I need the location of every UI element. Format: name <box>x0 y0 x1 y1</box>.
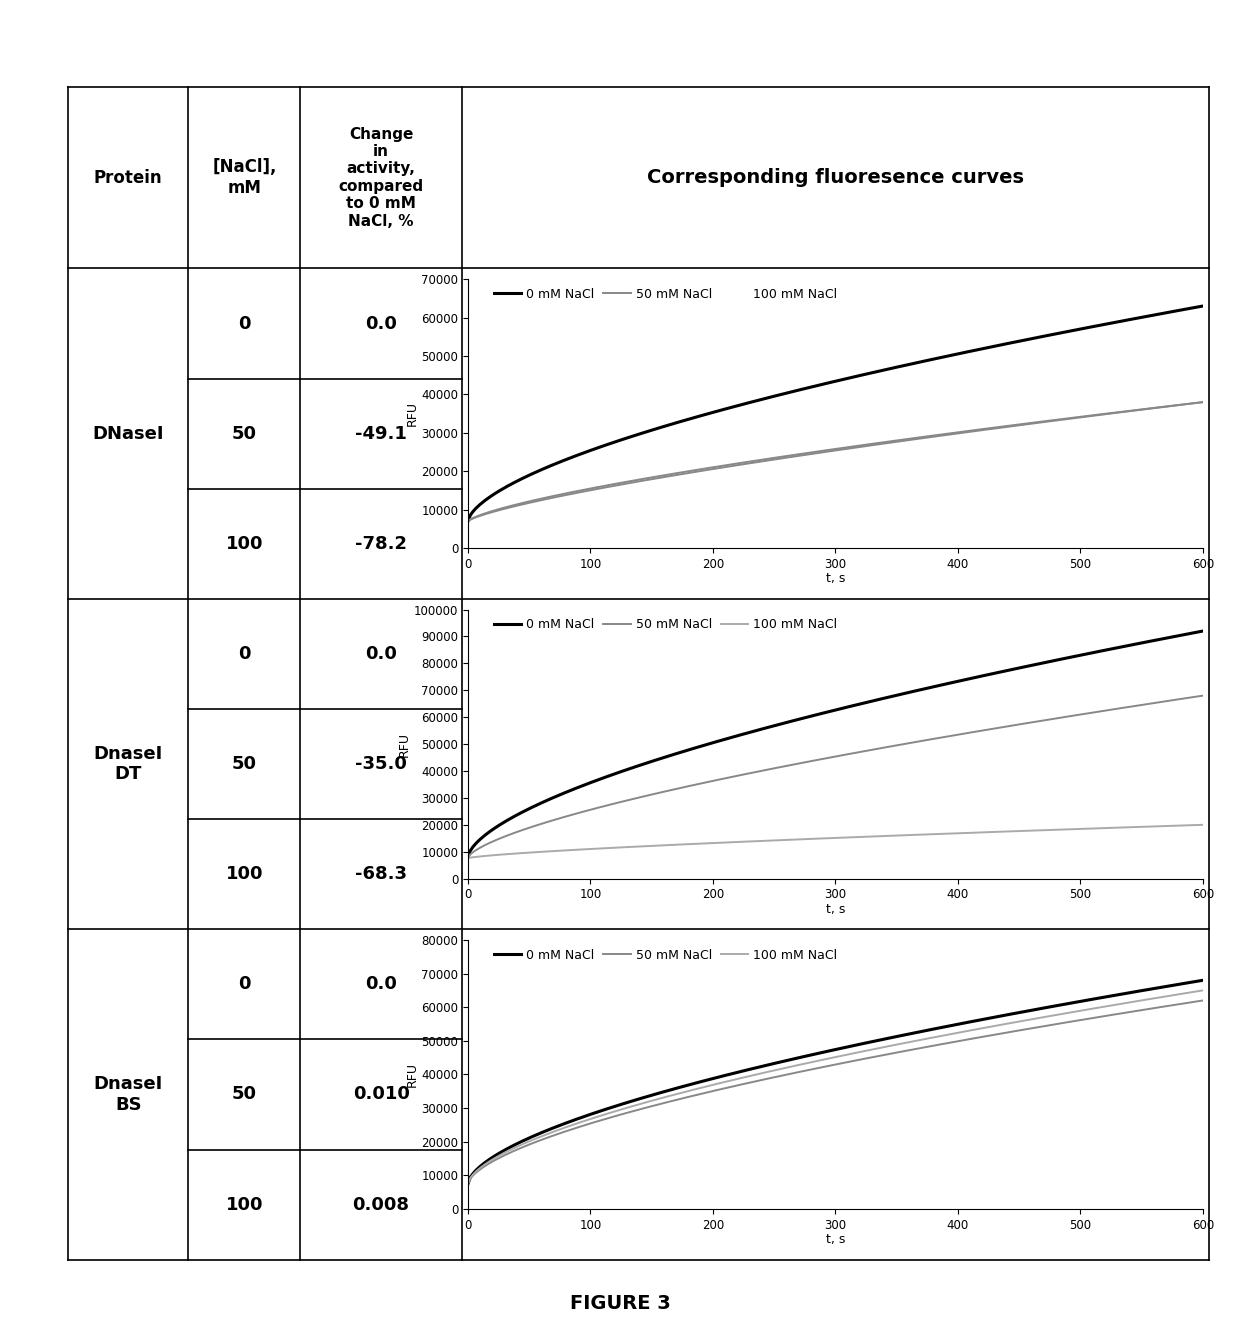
Text: DNaseI: DNaseI <box>93 425 164 443</box>
Text: DnaseI
DT: DnaseI DT <box>93 745 162 784</box>
Text: DnaseI
BS: DnaseI BS <box>93 1076 162 1114</box>
Text: -35.0: -35.0 <box>355 754 407 773</box>
Text: 0: 0 <box>238 976 250 993</box>
Text: 0.0: 0.0 <box>365 645 397 663</box>
X-axis label: t, s: t, s <box>826 1233 846 1246</box>
Text: [NaCl],
mM: [NaCl], mM <box>212 159 277 197</box>
X-axis label: t, s: t, s <box>826 572 846 585</box>
Text: 100: 100 <box>226 1196 263 1213</box>
Text: FIGURE 3: FIGURE 3 <box>569 1294 671 1313</box>
Y-axis label: RFU: RFU <box>405 1062 418 1086</box>
Text: 50: 50 <box>232 1085 257 1104</box>
Text: 50: 50 <box>232 754 257 773</box>
Text: 0.008: 0.008 <box>352 1196 409 1213</box>
Text: 0.0: 0.0 <box>365 315 397 332</box>
Text: Corresponding fluoresence curves: Corresponding fluoresence curves <box>647 168 1024 187</box>
Text: 100: 100 <box>226 865 263 884</box>
Legend: 0 mM NaCl, 50 mM NaCl, 100 mM NaCl: 0 mM NaCl, 50 mM NaCl, 100 mM NaCl <box>489 613 842 636</box>
Y-axis label: RFU: RFU <box>398 732 412 757</box>
Text: -68.3: -68.3 <box>355 865 407 884</box>
Text: Change
in
activity,
compared
to 0 mM
NaCl, %: Change in activity, compared to 0 mM NaC… <box>339 127 424 228</box>
X-axis label: t, s: t, s <box>826 902 846 916</box>
Legend: 0 mM NaCl, 50 mM NaCl, 100 mM NaCl: 0 mM NaCl, 50 mM NaCl, 100 mM NaCl <box>489 283 842 305</box>
Text: -49.1: -49.1 <box>355 425 407 443</box>
Legend: 0 mM NaCl, 50 mM NaCl, 100 mM NaCl: 0 mM NaCl, 50 mM NaCl, 100 mM NaCl <box>489 944 842 966</box>
Text: 0: 0 <box>238 645 250 663</box>
Y-axis label: RFU: RFU <box>405 401 418 427</box>
Text: 0.010: 0.010 <box>352 1085 409 1104</box>
Text: 0.0: 0.0 <box>365 976 397 993</box>
Text: 50: 50 <box>232 425 257 443</box>
Text: 0: 0 <box>238 315 250 332</box>
Text: -78.2: -78.2 <box>355 535 407 553</box>
Text: Protein: Protein <box>94 168 162 187</box>
Text: 100: 100 <box>226 535 263 553</box>
